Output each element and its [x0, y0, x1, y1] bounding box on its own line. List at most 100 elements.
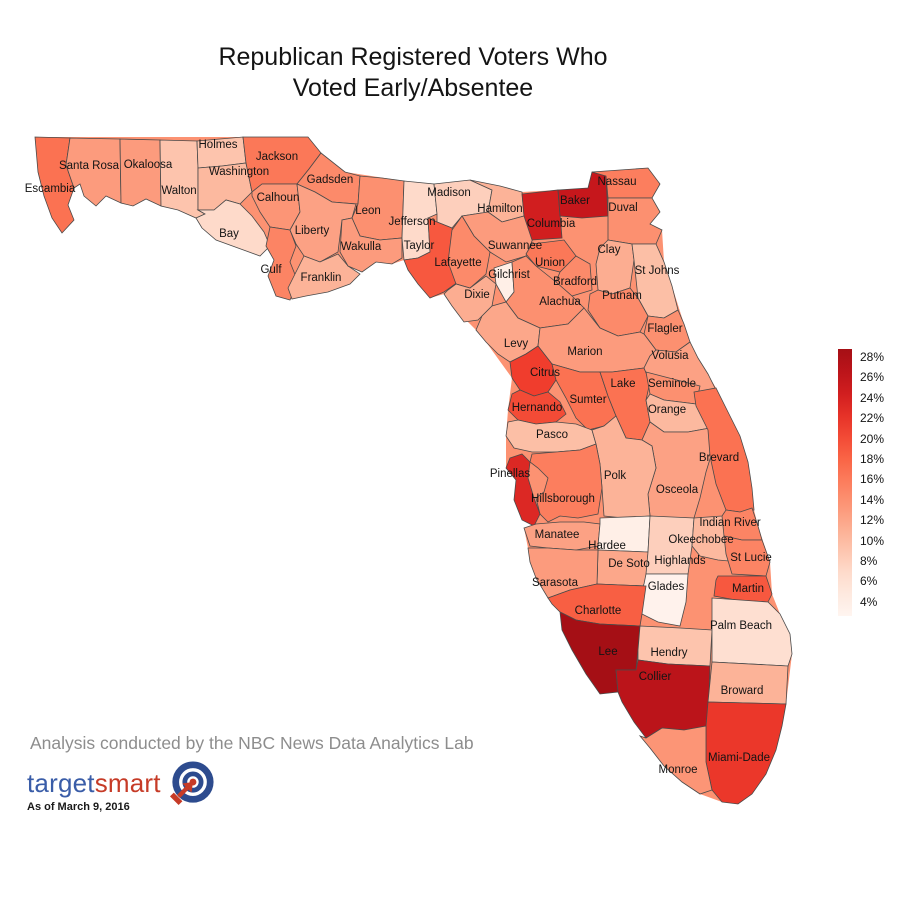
county-label-levy: Levy — [504, 338, 529, 350]
targetsmart-logo: targetsmart — [27, 760, 215, 806]
county-label-hernando: Hernando — [512, 402, 563, 414]
county-bay — [195, 199, 271, 257]
county-label-washington: Washington — [209, 166, 269, 178]
county-pinellas — [505, 453, 541, 527]
county-label-hendry: Hendry — [650, 647, 687, 659]
county-label-sarasota: Sarasota — [532, 577, 579, 589]
county-label-broward: Broward — [721, 685, 764, 697]
county-label-martin: Martin — [732, 583, 764, 595]
county-label-taylor: Taylor — [404, 240, 435, 252]
county-broward — [707, 661, 789, 705]
county-label-suwannee: Suwannee — [488, 240, 542, 252]
county-label-pinellas: Pinellas — [490, 468, 531, 480]
county-polk — [591, 415, 657, 519]
county-label-walton: Walton — [161, 185, 196, 197]
county-label-indian-river: Indian River — [699, 517, 761, 529]
legend-tick-16: 16% — [860, 472, 885, 487]
county-label-collier: Collier — [639, 671, 672, 683]
county-label-duval: Duval — [608, 202, 637, 214]
legend-tick-18: 18% — [860, 452, 885, 466]
county-label-baker: Baker — [560, 195, 590, 207]
county-label-citrus: Citrus — [530, 367, 560, 379]
county-label-osceola: Osceola — [656, 484, 699, 496]
county-franklin — [287, 253, 361, 300]
legend-tick-20: 20% — [860, 431, 885, 446]
county-label-lake: Lake — [611, 378, 636, 390]
county-label-franklin: Franklin — [301, 272, 342, 284]
county-label-orange: Orange — [648, 404, 686, 416]
legend-tick-14: 14% — [860, 492, 885, 507]
county-label-manatee: Manatee — [535, 529, 580, 541]
county-palm-beach — [711, 597, 793, 667]
county-hillsborough — [529, 443, 603, 523]
county-label-holmes: Holmes — [199, 139, 238, 151]
chart-title-line2: Voted Early/Absentee — [292, 74, 534, 102]
county-label-volusia: Volusia — [651, 350, 689, 362]
legend-tick-22: 22% — [860, 411, 885, 426]
legend-tick-6: 6% — [860, 574, 878, 589]
county-label-jefferson: Jefferson — [388, 216, 435, 228]
county-label-pasco: Pasco — [536, 429, 568, 441]
county-label-lafayette: Lafayette — [434, 257, 481, 269]
chart-title: Republican Registered Voters Who Voted E… — [0, 42, 826, 104]
county-label-liberty: Liberty — [295, 225, 330, 237]
county-label-bay: Bay — [219, 228, 239, 240]
county-st-lucie — [723, 535, 771, 577]
county-hernando — [507, 389, 567, 425]
county-label-wakulla: Wakulla — [341, 241, 382, 253]
legend-tick-10: 10% — [860, 533, 885, 548]
county-hendry — [637, 625, 713, 667]
as-of-date: As of March 9, 2016 — [27, 801, 130, 813]
logo-word-smart: smart — [94, 767, 161, 798]
county-label-flagler: Flagler — [647, 323, 682, 335]
county-label-gadsden: Gadsden — [307, 174, 354, 186]
county-label-alachua: Alachua — [539, 296, 581, 308]
county-label-palm-beach: Palm Beach — [710, 620, 772, 632]
county-citrus — [509, 345, 557, 397]
county-liberty — [289, 183, 357, 263]
county-label-gulf: Gulf — [260, 264, 282, 276]
county-santa-rosa — [65, 137, 122, 207]
legend-tick-12: 12% — [860, 513, 885, 528]
county-label-miami-dade: Miami-Dade — [708, 752, 770, 764]
county-label-st-johns: St Johns — [635, 265, 680, 277]
county-label-highlands: Highlands — [654, 555, 705, 567]
logo-word-target: target — [27, 767, 95, 798]
county-okaloosa — [119, 138, 162, 207]
county-label-clay: Clay — [597, 244, 620, 256]
county-label-nassau: Nassau — [598, 176, 637, 188]
legend-tick-24: 24% — [860, 390, 885, 405]
targetsmart-logo-text: targetsmart — [27, 768, 161, 799]
legend-tick-8: 8% — [860, 554, 878, 568]
color-scale-legend: 28% 26% 24% 22% 20% 18% 16% 14% 12% 10% 8% 6% 4% — [838, 349, 900, 616]
county-label-jackson: Jackson — [256, 151, 298, 163]
county-label-bradford: Bradford — [553, 276, 597, 288]
county-label-santa-rosa: Santa Rosa — [59, 160, 120, 172]
county-label-putnam: Putnam — [602, 290, 642, 302]
attribution-text: Analysis conducted by the NBC News Data … — [30, 733, 474, 753]
county-label-marion: Marion — [567, 346, 602, 358]
county-label-polk: Polk — [604, 470, 627, 482]
chart-title-line1: Republican Registered Voters Who — [218, 43, 608, 71]
county-label-st-lucie: St Lucie — [730, 552, 772, 564]
county-label-monroe: Monroe — [659, 764, 698, 776]
county-label-hillsborough: Hillsborough — [531, 493, 595, 505]
legend-tick-26: 26% — [860, 370, 885, 385]
legend-tick-4: 4% — [860, 594, 878, 609]
county-label-hamilton: Hamilton — [477, 203, 522, 215]
county-lafayette — [447, 215, 491, 289]
county-label-madison: Madison — [427, 187, 470, 199]
legend-gradient-bar — [838, 349, 852, 616]
county-label-okaloosa: Okaloosa — [124, 159, 173, 171]
county-label-hardee: Hardee — [588, 540, 626, 552]
county-label-lee: Lee — [598, 646, 617, 658]
county-label-dixie: Dixie — [464, 289, 490, 301]
county-label-sumter: Sumter — [569, 394, 606, 406]
county-label-glades: Glades — [648, 581, 685, 593]
bullseye-icon — [169, 761, 214, 806]
county-label-de-soto: De Soto — [608, 558, 650, 570]
county-columbia — [521, 189, 563, 241]
county-label-union: Union — [535, 257, 565, 269]
county-label-columbia: Columbia — [527, 218, 576, 230]
